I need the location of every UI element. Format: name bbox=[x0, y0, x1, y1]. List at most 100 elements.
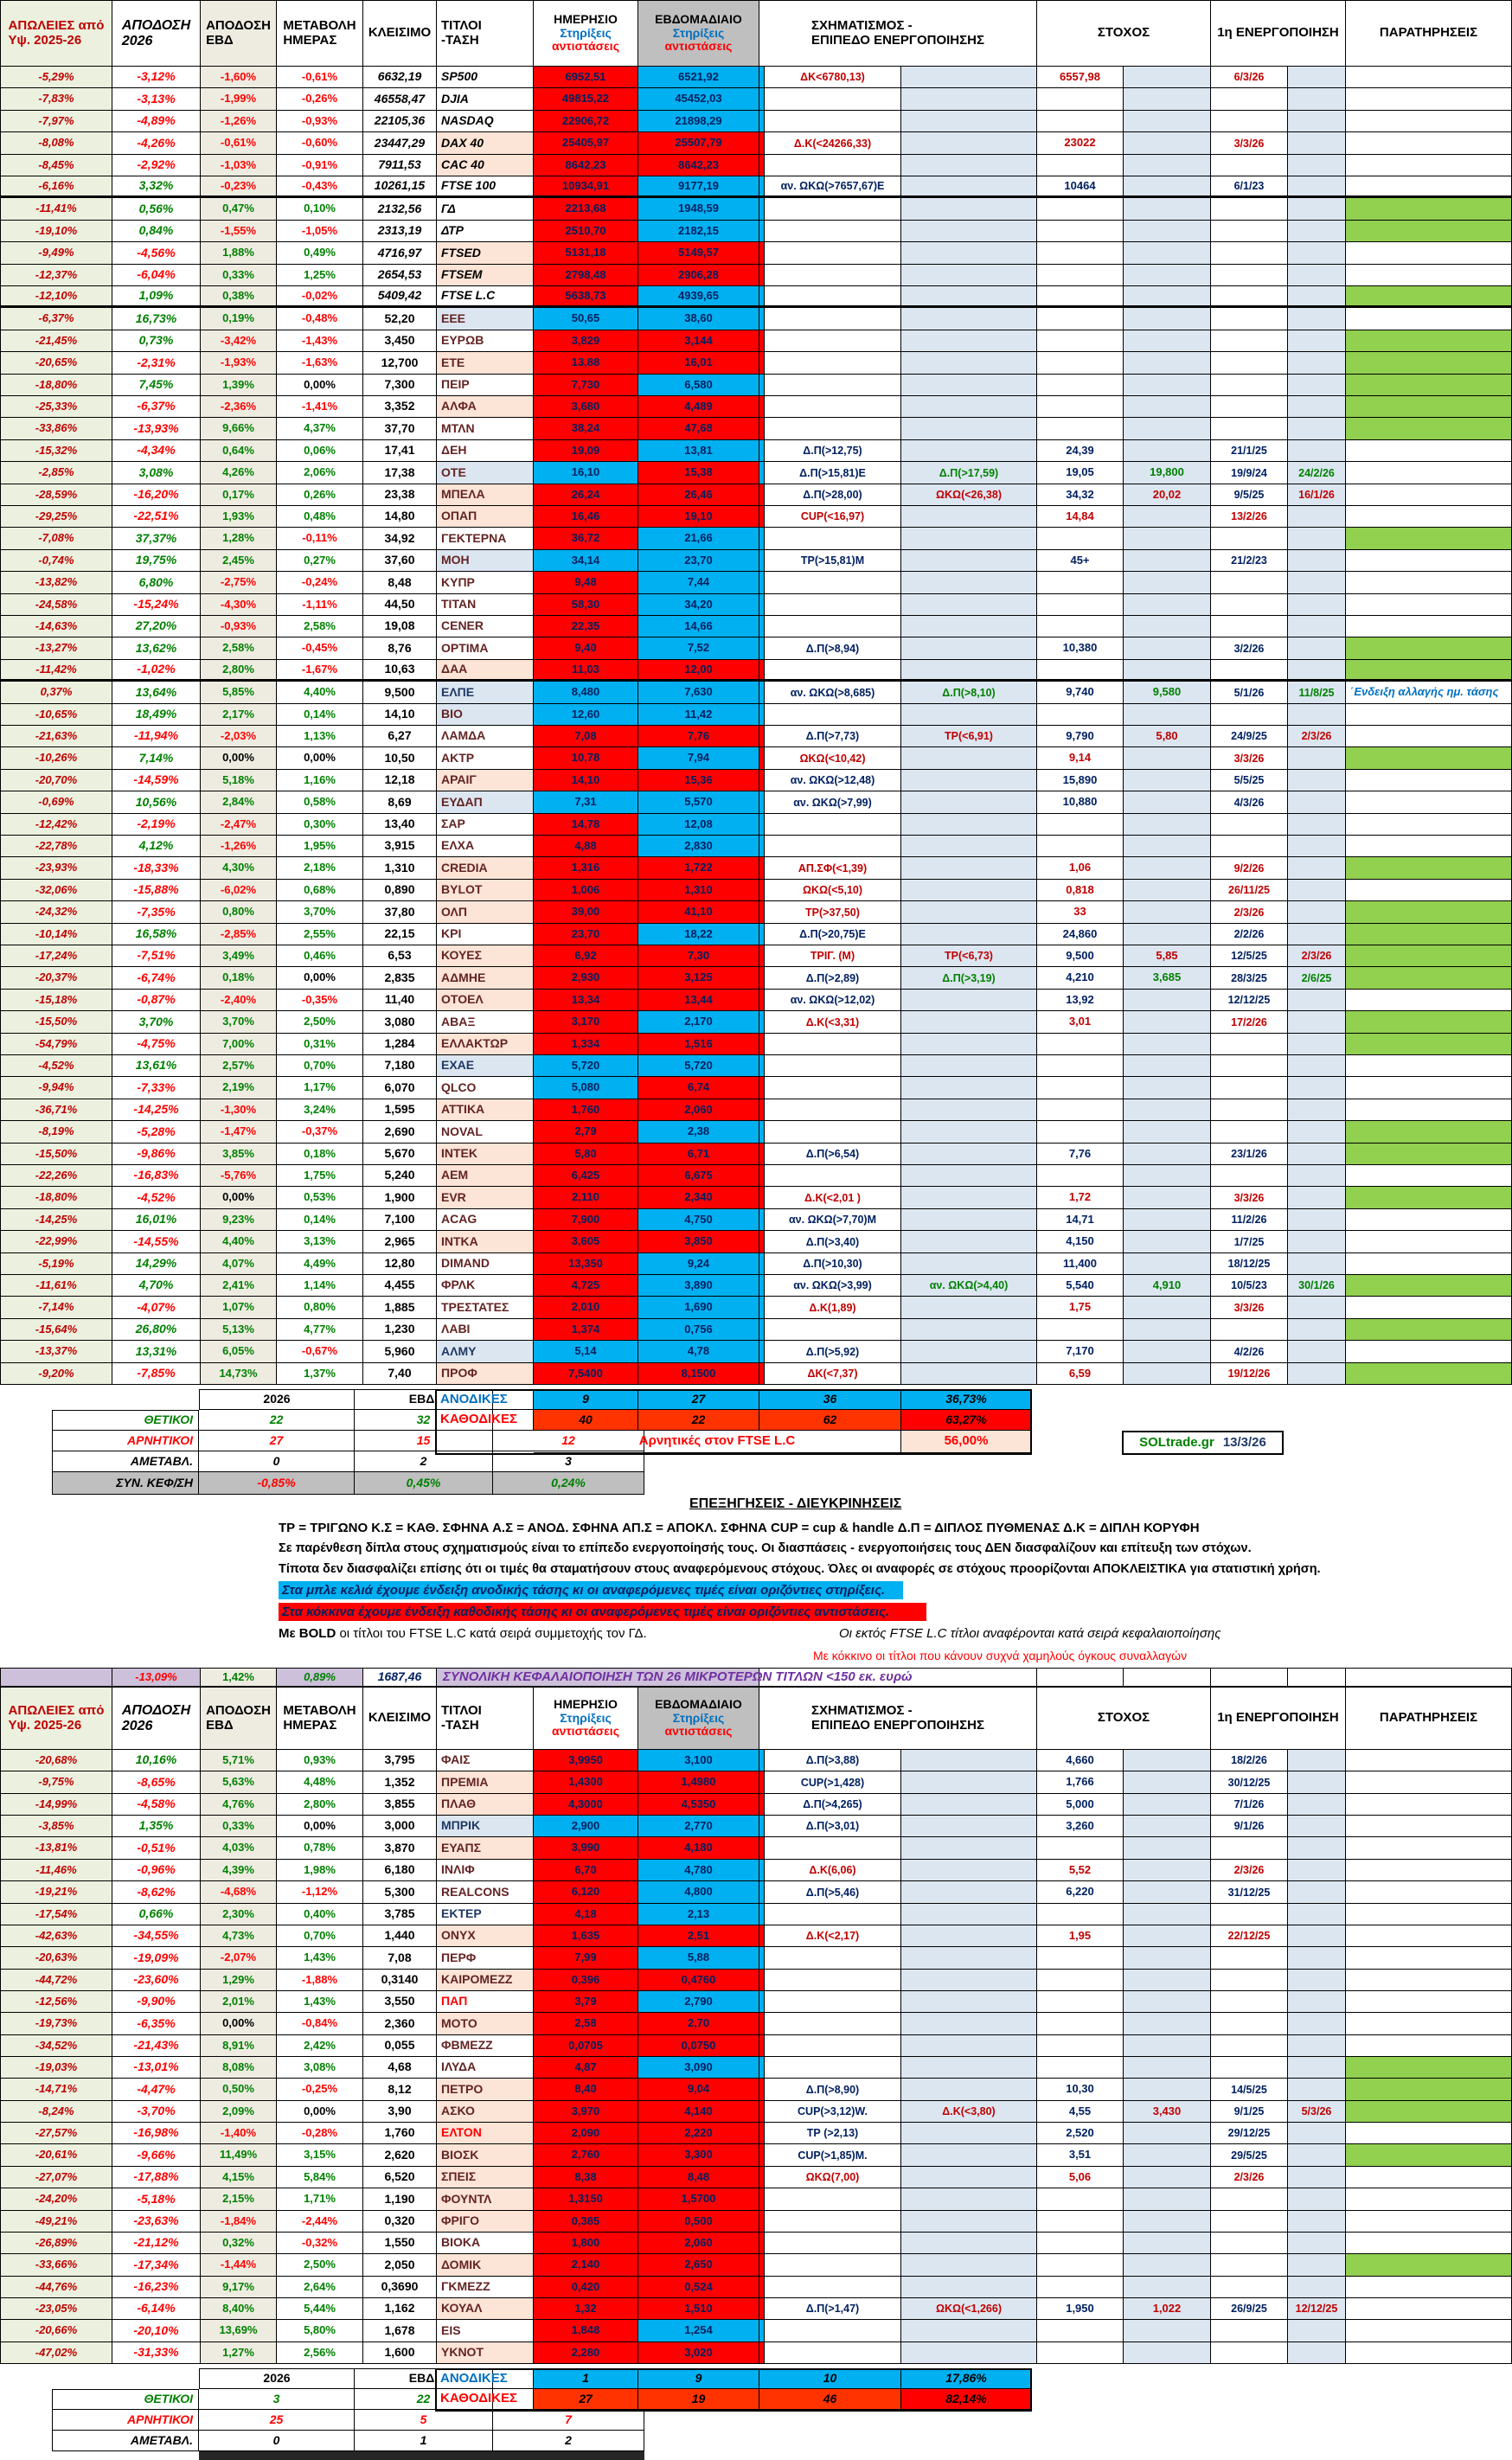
return-week-cell[interactable]: 8,08% bbox=[201, 2057, 277, 2079]
ticker-cell-ΑΛΜΥ[interactable]: ΑΛΜΥ bbox=[437, 1341, 534, 1363]
formation2-cell[interactable] bbox=[901, 2144, 1037, 2167]
weekly-level-cell[interactable]: 23,70 bbox=[638, 550, 759, 572]
target2-cell[interactable] bbox=[1124, 2144, 1211, 2167]
down-count-value[interactable]: 22 bbox=[638, 1410, 759, 1431]
summary2-col-header[interactable]: 2026 bbox=[199, 2368, 355, 2389]
losses-cell[interactable]: -20,65% bbox=[0, 352, 112, 375]
activation-cell[interactable] bbox=[1211, 660, 1288, 682]
ticker-cell-ΚΑΙΡΟΜΕΖΖ[interactable]: ΚΑΙΡΟΜΕΖΖ bbox=[437, 1970, 534, 1991]
observation-flag-cell[interactable] bbox=[1346, 418, 1512, 440]
formation2-cell[interactable] bbox=[901, 637, 1037, 660]
ticker-cell-ΦΒΜΕΖΖ[interactable]: ΦΒΜΕΖΖ bbox=[437, 2035, 534, 2057]
close-cell[interactable]: 3,90 bbox=[363, 2101, 437, 2123]
formation2-cell[interactable] bbox=[901, 221, 1037, 242]
activation-cell[interactable]: 18/2/26 bbox=[1211, 1750, 1288, 1771]
close-cell[interactable]: 3,550 bbox=[363, 1991, 437, 2013]
target-cell[interactable]: 14,71 bbox=[1037, 1209, 1124, 1231]
formation-cell[interactable] bbox=[765, 308, 901, 330]
return-2026-cell[interactable]: 7,14% bbox=[112, 747, 201, 770]
weekly-level-cell[interactable]: 41,10 bbox=[638, 901, 759, 924]
target2-cell[interactable] bbox=[1124, 375, 1211, 396]
activation-cell[interactable]: 1/7/25 bbox=[1211, 1231, 1288, 1253]
formation2-cell[interactable]: ΤΡ(<6,73) bbox=[901, 945, 1037, 967]
formation-cell[interactable] bbox=[765, 242, 901, 265]
day-change-cell[interactable]: 0,93% bbox=[277, 1750, 363, 1771]
weekly-level-cell[interactable]: 19,10 bbox=[638, 506, 759, 528]
observation-cell[interactable] bbox=[1346, 990, 1512, 1011]
ticker-cell-ΔΑΑ[interactable]: ΔΑΑ bbox=[437, 660, 534, 682]
observation-flag-cell[interactable] bbox=[1346, 1011, 1512, 1034]
close-cell[interactable]: 6,27 bbox=[363, 726, 437, 747]
formation-cell[interactable]: ΤΡ(>15,81)Μ bbox=[765, 550, 901, 572]
weekly-level-cell[interactable]: 2,220 bbox=[638, 2123, 759, 2144]
return-2026-cell[interactable]: -22,51% bbox=[112, 506, 201, 528]
day-change-cell[interactable]: 0,14% bbox=[277, 1209, 363, 1231]
activation-cell[interactable] bbox=[1211, 1099, 1288, 1121]
target2-cell[interactable] bbox=[1124, 857, 1211, 880]
formation2-cell[interactable] bbox=[901, 924, 1037, 945]
return-2026-cell[interactable]: 1,35% bbox=[112, 1816, 201, 1837]
close-cell[interactable]: 1,190 bbox=[363, 2188, 437, 2211]
return-2026-cell[interactable]: 37,37% bbox=[112, 528, 201, 550]
return-2026-cell[interactable]: -1,02% bbox=[112, 660, 201, 682]
formation2-cell[interactable] bbox=[901, 594, 1037, 616]
target-cell[interactable] bbox=[1037, 1055, 1124, 1077]
formation2-cell[interactable] bbox=[901, 1794, 1037, 1816]
formation-cell[interactable]: ΩΚΩ(<10,42) bbox=[765, 747, 901, 770]
losses-cell[interactable]: 0,37% bbox=[0, 682, 112, 704]
weekly-level-cell[interactable]: 14,66 bbox=[638, 616, 759, 637]
formation-cell[interactable] bbox=[765, 1034, 901, 1055]
target2-cell[interactable] bbox=[1124, 506, 1211, 528]
return-week-cell[interactable]: -1,60% bbox=[201, 67, 277, 88]
observation-cell[interactable] bbox=[1346, 726, 1512, 747]
observation-flag-cell[interactable] bbox=[1346, 857, 1512, 880]
summary1-value[interactable]: 0 bbox=[199, 1451, 355, 1472]
target2-cell[interactable] bbox=[1124, 308, 1211, 330]
daily-level-cell[interactable]: 2,140 bbox=[534, 2254, 638, 2277]
formation-cell[interactable]: Δ.Π(>4,265) bbox=[765, 1794, 901, 1816]
weekly-level-cell[interactable]: 0,756 bbox=[638, 1319, 759, 1341]
losses-cell[interactable]: -8,08% bbox=[0, 132, 112, 155]
target2-cell[interactable]: 3,685 bbox=[1124, 967, 1211, 990]
ticker-cell-ΕΥΡΩΒ[interactable]: ΕΥΡΩΒ bbox=[437, 330, 534, 352]
target-cell[interactable] bbox=[1037, 572, 1124, 594]
close-cell[interactable]: 2,965 bbox=[363, 1231, 437, 1253]
weekly-level-cell[interactable]: 6,71 bbox=[638, 1144, 759, 1165]
formation-cell[interactable]: Δ.Κ(<2,01 ) bbox=[765, 1187, 901, 1209]
observation-cell[interactable] bbox=[1346, 1297, 1512, 1319]
day-change-cell[interactable]: -0,11% bbox=[277, 528, 363, 550]
close-cell[interactable]: 1,440 bbox=[363, 1925, 437, 1947]
observation-flag-cell[interactable] bbox=[1346, 2079, 1512, 2101]
formation2-cell[interactable] bbox=[901, 396, 1037, 418]
observation-cell[interactable] bbox=[1346, 2035, 1512, 2057]
target2-cell[interactable] bbox=[1124, 1947, 1211, 1970]
target2-cell[interactable] bbox=[1124, 901, 1211, 924]
day-change-cell[interactable]: 1,14% bbox=[277, 1275, 363, 1297]
activation2-cell[interactable] bbox=[1288, 352, 1346, 375]
return-2026-cell[interactable]: -9,66% bbox=[112, 2144, 201, 2167]
daily-level-cell[interactable]: 19,09 bbox=[534, 440, 638, 462]
return-week-cell[interactable]: 1,88% bbox=[201, 242, 277, 265]
close-cell[interactable]: 23,38 bbox=[363, 484, 437, 506]
day-change-cell[interactable]: -0,43% bbox=[277, 176, 363, 198]
weekly-level-cell[interactable]: 8642,23 bbox=[638, 155, 759, 176]
ticker-cell-ΠΕΤΡΟ[interactable]: ΠΕΤΡΟ bbox=[437, 2079, 534, 2101]
return-week-cell[interactable]: 4,76% bbox=[201, 1794, 277, 1816]
observation-cell[interactable] bbox=[1346, 308, 1512, 330]
target2-cell[interactable] bbox=[1124, 1253, 1211, 1275]
return-2026-cell[interactable]: -5,18% bbox=[112, 2188, 201, 2211]
return-2026-cell[interactable]: -7,85% bbox=[112, 1363, 201, 1385]
daily-level-cell[interactable]: 6,92 bbox=[534, 945, 638, 967]
day-change-cell[interactable]: 3,70% bbox=[277, 901, 363, 924]
losses-cell[interactable]: -24,58% bbox=[0, 594, 112, 616]
close-cell[interactable]: 3,870 bbox=[363, 1837, 437, 1860]
return-week-cell[interactable]: 2,84% bbox=[201, 791, 277, 814]
activation-cell[interactable] bbox=[1211, 396, 1288, 418]
daily-level-cell[interactable]: 13,34 bbox=[534, 990, 638, 1011]
formation2-cell[interactable] bbox=[901, 2254, 1037, 2277]
return-week-cell[interactable]: 8,91% bbox=[201, 2035, 277, 2057]
weekly-level-cell[interactable]: 34,20 bbox=[638, 594, 759, 616]
formation-cell[interactable]: Δ.Κ(<24266,33) bbox=[765, 132, 901, 155]
target-cell[interactable] bbox=[1037, 198, 1124, 221]
close-cell[interactable]: 12,80 bbox=[363, 1253, 437, 1275]
